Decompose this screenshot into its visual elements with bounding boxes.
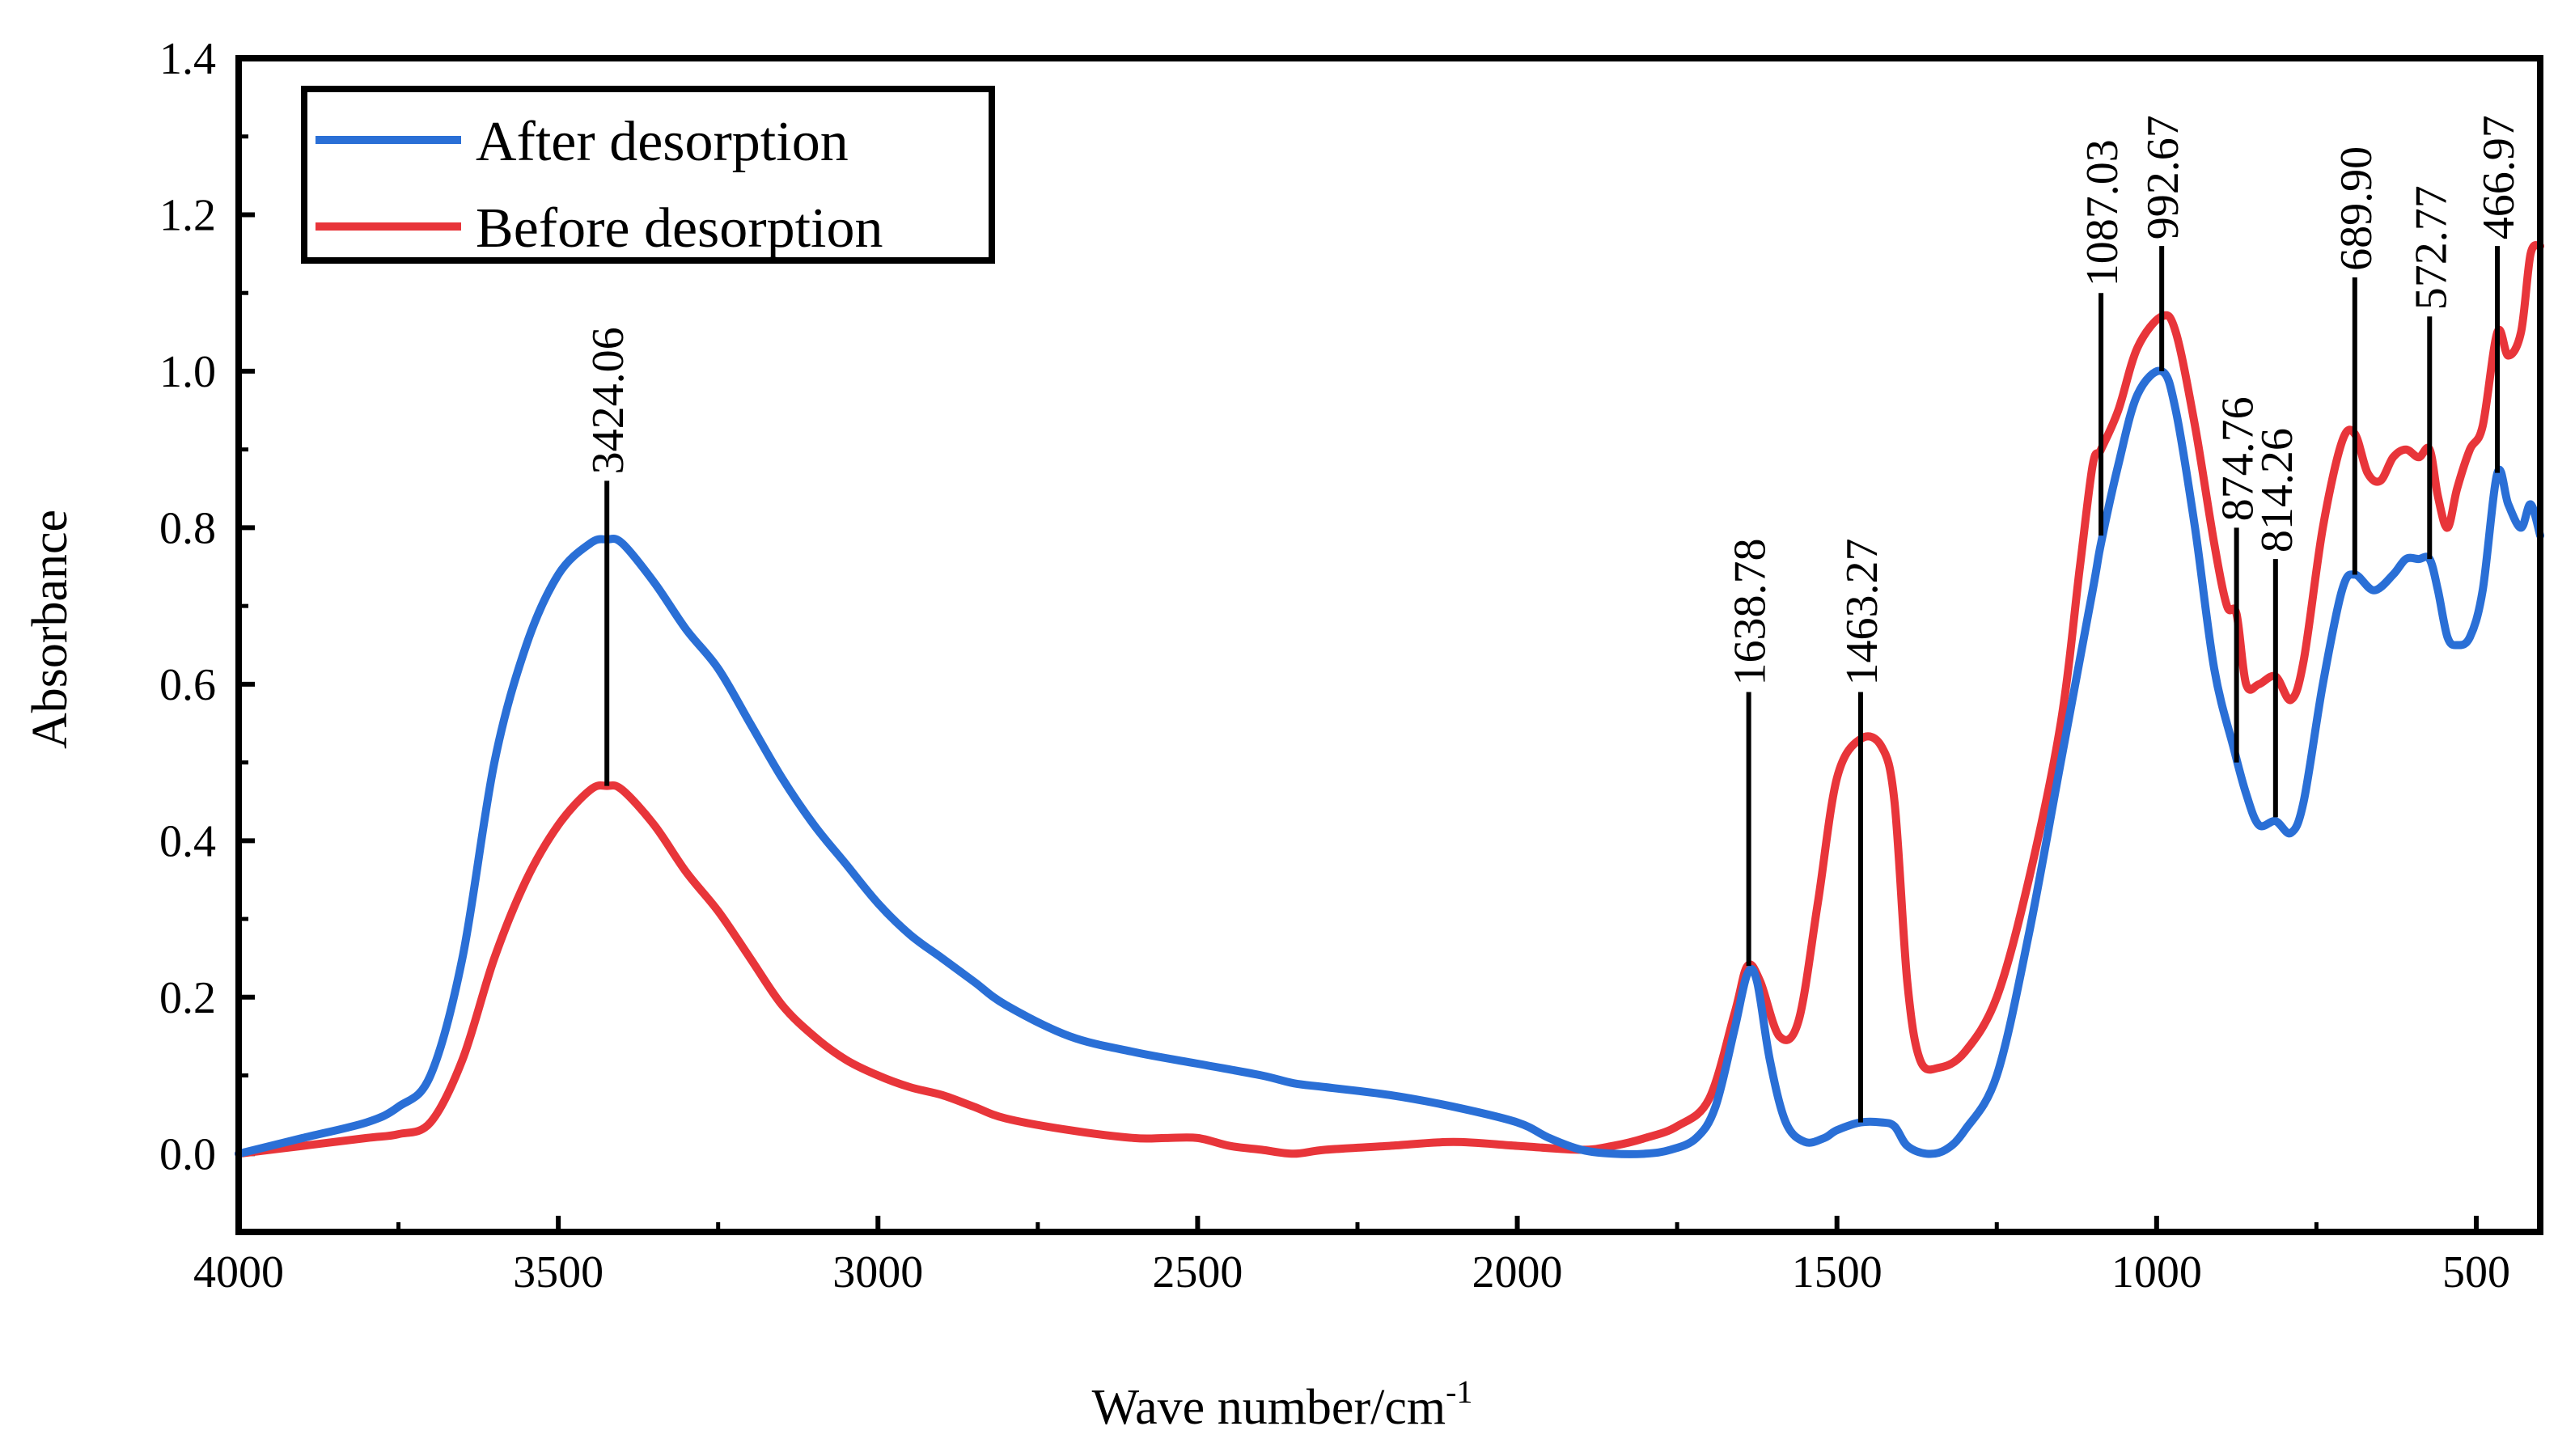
y-tick-label: 0.6 xyxy=(159,660,216,710)
x-tick-label: 1500 xyxy=(1792,1247,1883,1297)
peak-label: 1463.27 xyxy=(1837,539,1887,686)
peak-label: 814.26 xyxy=(2252,428,2302,552)
x-tick-label: 1000 xyxy=(2111,1247,2202,1297)
y-tick-label: 0.0 xyxy=(159,1129,216,1179)
peak-label: 992.67 xyxy=(2138,115,2188,239)
x-tick-label: 3000 xyxy=(832,1247,923,1297)
peak-label: 572.77 xyxy=(2406,185,2456,310)
legend-box xyxy=(301,86,995,264)
peak-annotations: 3424.06 1638.78 1463.27 1087.03 992.67 874.76… xyxy=(583,115,2524,1123)
x-tick-label: 2000 xyxy=(1472,1247,1563,1297)
y-tick-label: 1.4 xyxy=(159,34,216,84)
peak-label: 3424.06 xyxy=(583,327,633,474)
legend: After desorption Before desorption xyxy=(301,86,995,264)
y-tick-label: 0.2 xyxy=(159,973,216,1023)
peak-label: 1087.03 xyxy=(2077,139,2128,286)
peak-label: 466.97 xyxy=(2474,115,2524,239)
legend-label-after: After desorption xyxy=(476,111,849,173)
tick-labels: 4000 3500 3000 2500 2000 1500 1000 500 0.0 0.2 0.4… xyxy=(159,34,2510,1297)
x-tick-label: 500 xyxy=(2442,1247,2510,1297)
x-tick-label: 2500 xyxy=(1152,1247,1243,1297)
y-tick-label: 0.4 xyxy=(159,816,216,866)
y-tick-label: 1.0 xyxy=(159,347,216,397)
y-tick-label: 0.8 xyxy=(159,503,216,553)
x-axis-title: Wave number/cm-1 xyxy=(1092,1373,1473,1435)
x-axis-title-main: Wave number/cm xyxy=(1092,1380,1446,1435)
x-tick-label: 4000 xyxy=(193,1247,284,1297)
peak-label: 689.90 xyxy=(2331,146,2382,271)
plot-frame xyxy=(235,55,2543,1235)
peak-label: 1638.78 xyxy=(1726,539,1776,686)
y-axis-title: Absorbance xyxy=(23,510,78,749)
x-axis-title-superscript: -1 xyxy=(1446,1373,1472,1410)
peak-label: 874.76 xyxy=(2213,396,2264,521)
y-tick-label: 1.2 xyxy=(159,190,216,240)
series-line-after-desorption xyxy=(235,366,2544,1158)
x-tick-label: 3500 xyxy=(513,1247,604,1297)
legend-label-before: Before desorption xyxy=(476,197,883,260)
